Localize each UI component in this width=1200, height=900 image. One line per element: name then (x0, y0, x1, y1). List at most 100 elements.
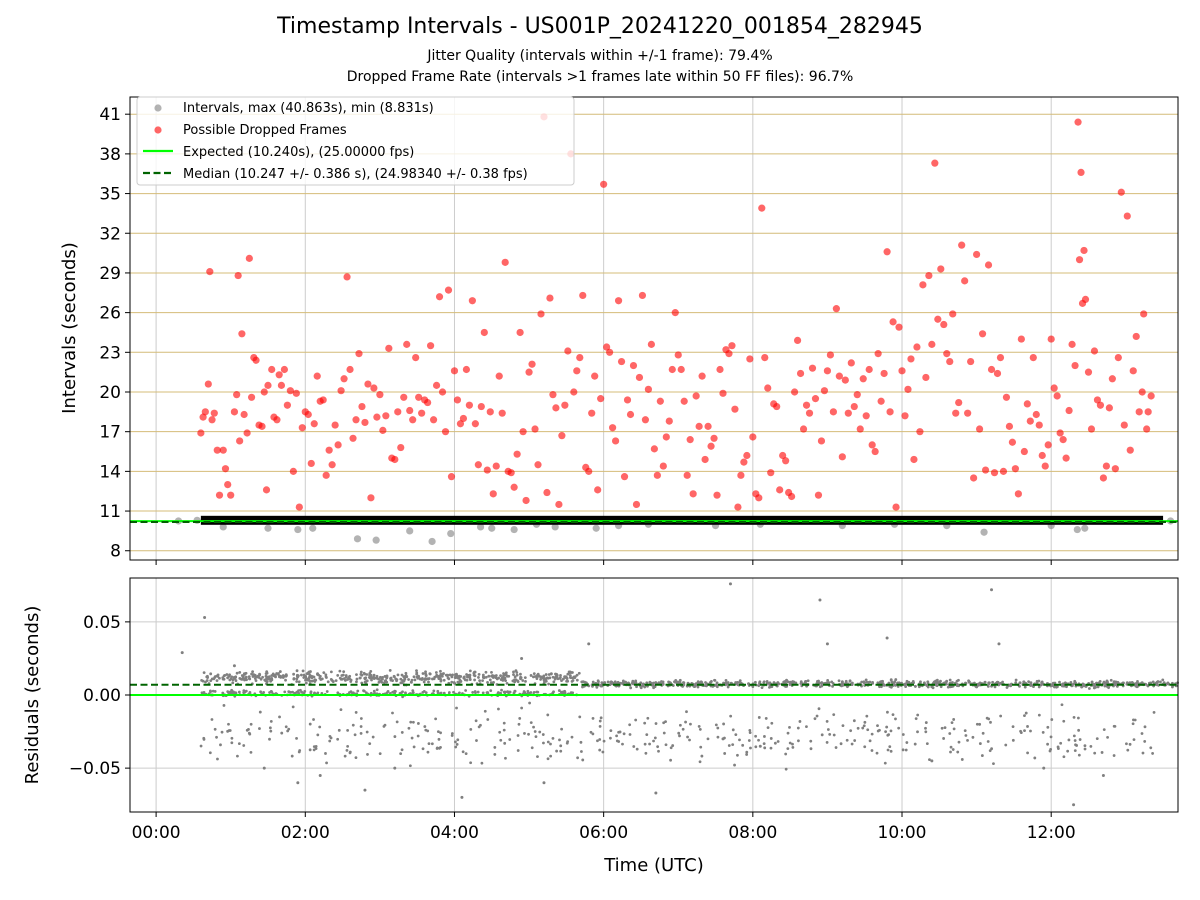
residual-point (363, 677, 367, 681)
legend-marker-dropped (154, 126, 162, 134)
residual-point (487, 674, 491, 678)
dropped-frame-point (701, 455, 709, 464)
residual-point (341, 673, 345, 677)
residual-point (1125, 742, 1128, 746)
dropped-frame-point (668, 365, 676, 374)
residual-point (247, 675, 251, 679)
residual-point (355, 673, 358, 677)
dropped-frame-point (519, 428, 527, 436)
residual-point (975, 722, 979, 726)
residual-point (521, 679, 525, 682)
residual-point (728, 582, 732, 586)
residual-point (439, 672, 443, 676)
residual-point (415, 669, 418, 672)
residual-point (831, 684, 834, 688)
residual-point (473, 670, 476, 674)
dropped-frame-point (283, 401, 291, 409)
residual-point (706, 737, 710, 741)
residual-point (259, 677, 263, 681)
residual-point (478, 679, 482, 683)
residual-point (203, 615, 207, 619)
residual-point (502, 728, 506, 732)
residual-point (213, 676, 217, 679)
residual-point (1100, 751, 1104, 754)
residual-point (344, 675, 348, 679)
residual-point (1083, 747, 1087, 751)
residual-point (863, 745, 867, 749)
residual-point (230, 736, 234, 740)
residual-point (930, 759, 934, 763)
residual-point (533, 730, 537, 733)
residual-point (850, 681, 854, 685)
residual-point (723, 752, 727, 755)
dropped-frame-point (382, 412, 390, 420)
residual-point (504, 671, 508, 675)
residual-point (862, 680, 866, 684)
residual-point (442, 678, 446, 682)
residual-point (809, 739, 813, 743)
dropped-frame-point (949, 310, 957, 318)
dropped-frame-point (898, 367, 906, 375)
residual-point (754, 734, 758, 738)
residual-point (897, 726, 901, 730)
residual-point (401, 690, 404, 694)
dropped-frame-point (201, 408, 209, 416)
residual-point (769, 737, 773, 740)
residual-point (644, 751, 648, 755)
x-axis-label: Time (UTC) (603, 855, 704, 876)
residual-point (346, 728, 350, 732)
dropped-frame-point (331, 421, 339, 429)
residual-point (296, 674, 300, 678)
residual-point (1078, 738, 1082, 741)
residual-point (791, 742, 794, 746)
residual-point (1103, 684, 1107, 688)
dropped-frame-point (680, 397, 688, 405)
residual-point (745, 753, 749, 756)
residual-point (844, 679, 848, 683)
residual-point (1056, 745, 1060, 749)
residual-point (363, 788, 367, 792)
residual-point (886, 710, 889, 714)
dropped-frame-point (689, 490, 697, 498)
residual-point (427, 742, 431, 746)
residual-point (393, 675, 396, 679)
top-y-tick-label: 17 (99, 423, 121, 443)
residual-point (249, 750, 253, 754)
residual-point (359, 725, 363, 728)
dropped-frame-point (731, 405, 739, 413)
legend-entry-dropped: Possible Dropped Frames (183, 123, 347, 138)
residual-point (817, 681, 821, 685)
residual-point (403, 676, 407, 680)
residual-point (709, 680, 713, 684)
residual-point (502, 674, 505, 678)
residual-point (409, 720, 413, 724)
residual-point (232, 664, 236, 668)
residual-point (974, 685, 978, 689)
residual-point (391, 679, 394, 682)
dropped-frame-point (886, 408, 894, 416)
residual-point (671, 744, 675, 747)
residual-point (1053, 681, 1057, 685)
residual-point (1077, 753, 1081, 757)
top-plot-frame (129, 96, 1179, 561)
residual-point (458, 691, 461, 695)
residual-point (1074, 681, 1077, 685)
residual-point (555, 675, 559, 679)
residual-point (852, 719, 856, 723)
residual-point (762, 742, 766, 746)
residual-point (569, 671, 573, 674)
dropped-frame-point (987, 365, 996, 374)
dropped-frame-point (432, 381, 441, 389)
residual-point (385, 674, 389, 678)
residual-point (643, 742, 647, 746)
residual-point (1062, 755, 1066, 759)
residual-point (278, 715, 281, 719)
residual-point (404, 671, 408, 675)
dropped-frame-point (295, 503, 303, 511)
residual-point (388, 669, 392, 672)
residual-point (1004, 743, 1008, 747)
interval-point (980, 528, 988, 536)
dropped-frame-point (913, 343, 921, 351)
residual-point (455, 742, 459, 746)
residual-point (427, 680, 430, 684)
